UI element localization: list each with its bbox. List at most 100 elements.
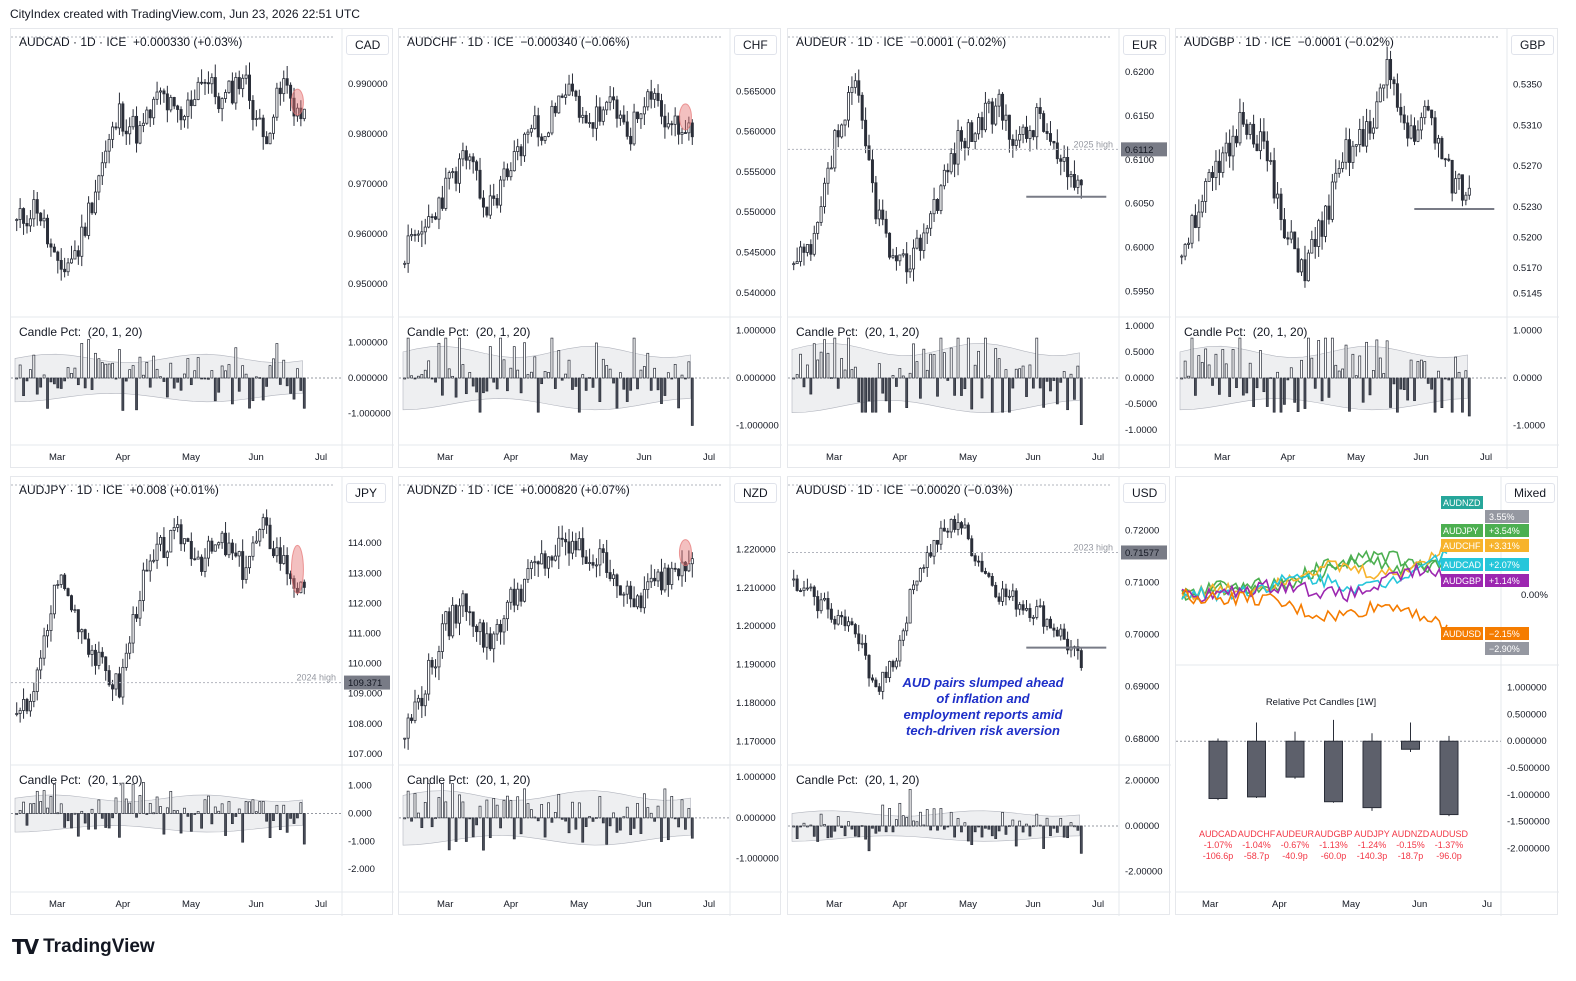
category-pips-label: -58.7p <box>1244 851 1270 861</box>
price-candle <box>237 550 241 567</box>
currency-label[interactable]: CHF <box>734 35 777 55</box>
price-candle <box>591 554 595 569</box>
pct-bar <box>1025 823 1028 827</box>
price-candle <box>444 610 448 631</box>
currency-label[interactable]: EUR <box>1123 35 1167 55</box>
price-candle <box>196 77 200 101</box>
compare-mode-label[interactable]: Mixed <box>1505 483 1556 503</box>
price-candle <box>1324 205 1327 243</box>
candle-body <box>1337 168 1341 174</box>
price-candle <box>632 586 636 608</box>
chart-panel-eur[interactable]: 0.6200 0.6150 0.6100 0.6050 0.6000 0.5950 2025… <box>787 28 1171 469</box>
price-candle <box>949 518 953 539</box>
price-tick-label: 0.960000 <box>348 229 388 240</box>
category-pips-label: -106.6p <box>1203 851 1234 861</box>
candle-body <box>1371 127 1375 134</box>
currency-label[interactable]: USD <box>1123 483 1167 503</box>
relative-body <box>1362 740 1382 809</box>
candle-body <box>131 115 135 128</box>
price-candle <box>471 153 475 174</box>
price-candle <box>1028 603 1032 622</box>
price-candle <box>492 183 496 206</box>
candle-body <box>1395 83 1399 108</box>
chart-panel-jpy[interactable]: 114.000 113.000 112.000 111.000 110.000 109.0… <box>10 476 394 916</box>
month-label: Apr <box>504 452 519 463</box>
candle-body <box>234 77 238 104</box>
candle-body <box>1042 113 1046 132</box>
pct-bar <box>1372 370 1375 379</box>
pct-bar <box>162 813 166 835</box>
pct-bar <box>523 788 526 819</box>
pct-bar <box>533 816 537 819</box>
pct-bar <box>107 813 111 829</box>
candle-body <box>636 111 640 120</box>
candle-body <box>519 146 523 157</box>
series-tag-name-box <box>1441 574 1483 587</box>
pct-bar <box>516 796 520 819</box>
candle-body <box>56 251 60 261</box>
pct-bar <box>430 817 434 828</box>
candle-body <box>953 153 957 165</box>
price-candle <box>670 561 674 590</box>
chart-panel-chf[interactable]: 0.565000 0.560000 0.555000 0.550000 0.545000… <box>398 28 782 469</box>
currency-label[interactable]: CAD <box>346 35 390 55</box>
price-candle <box>584 110 588 124</box>
pct-bar <box>1259 350 1262 379</box>
candle-body <box>63 268 67 273</box>
chart-panel-nzd[interactable]: 1.220000 1.210000 1.200000 1.190000 1.180000… <box>398 476 782 916</box>
pct-bar <box>475 817 478 826</box>
pct-bar <box>840 825 844 828</box>
price-candle <box>485 206 489 218</box>
price-candle <box>189 90 193 119</box>
price-candle <box>420 220 424 248</box>
pct-bar <box>1296 377 1300 412</box>
pct-bar <box>622 377 626 390</box>
price-candle <box>953 142 957 178</box>
candle-body <box>594 564 598 567</box>
candle-body <box>234 552 238 557</box>
candle-body <box>196 556 200 560</box>
pct-bar <box>244 373 248 379</box>
price-candle <box>100 152 104 185</box>
pct-bar <box>461 801 465 819</box>
price-candle <box>447 170 451 190</box>
candle-body <box>639 595 643 609</box>
candle-body <box>410 234 414 237</box>
pct-bar <box>210 370 214 379</box>
pct-bar <box>254 811 258 814</box>
price-candle <box>430 213 434 223</box>
price-candle <box>987 571 991 579</box>
tradingview-logo[interactable]: TV TradingView <box>12 935 155 959</box>
chart-panel-cad[interactable]: 0.990000 0.980000 0.970000 0.960000 0.950000… <box>10 28 394 469</box>
pct-bar <box>547 802 550 819</box>
relative-candle <box>1285 731 1305 779</box>
price-candle <box>673 562 677 573</box>
pct-bar <box>207 795 210 814</box>
price-candle <box>850 76 854 105</box>
price-candle <box>612 568 616 587</box>
price-candle <box>241 539 245 589</box>
currency-label[interactable]: NZD <box>734 483 777 503</box>
currency-label[interactable]: JPY <box>346 483 387 503</box>
pct-bar <box>1337 370 1341 379</box>
candle-body <box>1062 628 1066 640</box>
currency-label[interactable]: GBP <box>1511 35 1555 55</box>
candle-body <box>56 584 60 586</box>
chart-panel-gbp[interactable]: 0.5350 0.5310 0.5270 0.5230 0.5200 0.5170 0.51… <box>1175 28 1559 469</box>
pct-bar <box>196 357 200 379</box>
price-candle <box>1279 188 1283 231</box>
candle-body <box>1011 590 1015 597</box>
price-candle <box>138 590 142 626</box>
pct-bar <box>997 358 1001 379</box>
candle-body <box>618 114 622 119</box>
pct-bar <box>213 377 217 402</box>
relative-body <box>1247 740 1266 798</box>
price-tag-box <box>1121 142 1167 157</box>
candle-body <box>1224 142 1228 154</box>
price-candle <box>526 559 530 583</box>
price-candle <box>1371 117 1375 140</box>
pct-tick-label: 0.0000 <box>1125 373 1154 384</box>
candle-body <box>1052 140 1056 144</box>
chart-panel-usd[interactable]: 0.72000 0.71000 0.70000 0.69000 0.68000 2023 … <box>787 476 1171 916</box>
pct-bar <box>111 362 114 379</box>
